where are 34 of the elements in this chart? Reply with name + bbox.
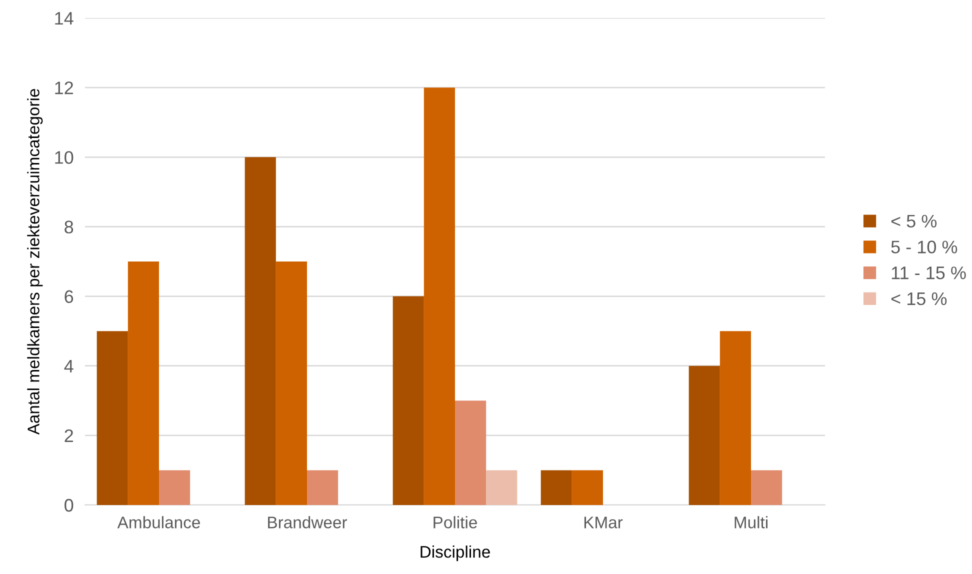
bar — [244, 157, 276, 505]
bar — [572, 470, 603, 505]
legend-label: 11 - 15 % — [892, 266, 966, 280]
y-axis-title: Aantal meldkamers per ziekteverzuimcategorie — [27, 89, 43, 435]
bar — [720, 331, 751, 505]
bar — [159, 470, 190, 505]
bar — [276, 262, 307, 505]
bar — [540, 470, 572, 505]
x-tick-label: Politie — [434, 516, 477, 528]
y-tick-label: 0 — [64, 498, 74, 512]
x-axis-title: Discipline — [420, 546, 490, 562]
bar — [96, 331, 128, 505]
bar — [486, 470, 518, 505]
x-tick-label: Brandweer — [268, 516, 348, 528]
y-tick-label: 14 — [55, 12, 74, 25]
x-tick-label: Ambulance — [117, 516, 200, 528]
x-tick-label: Multi — [734, 516, 768, 528]
y-tick-label: 12 — [55, 82, 73, 94]
x-tick-label: KMar — [584, 516, 623, 528]
y-tick-label: 4 — [64, 360, 74, 372]
bar — [424, 88, 455, 505]
bar — [751, 470, 782, 505]
legend-label: 5 - 10 % — [891, 240, 958, 254]
legend-label: < 5 % — [891, 214, 937, 228]
bar — [128, 262, 159, 505]
bar — [392, 296, 424, 505]
y-tick-label: 8 — [64, 220, 74, 234]
bar — [307, 470, 338, 505]
legend-label: < 15 % — [891, 292, 947, 306]
y-tick-label: 10 — [55, 151, 74, 164]
y-tick-label: 6 — [64, 290, 74, 304]
bar — [688, 366, 720, 505]
bar — [455, 400, 486, 505]
y-tick-label: 2 — [64, 429, 73, 442]
